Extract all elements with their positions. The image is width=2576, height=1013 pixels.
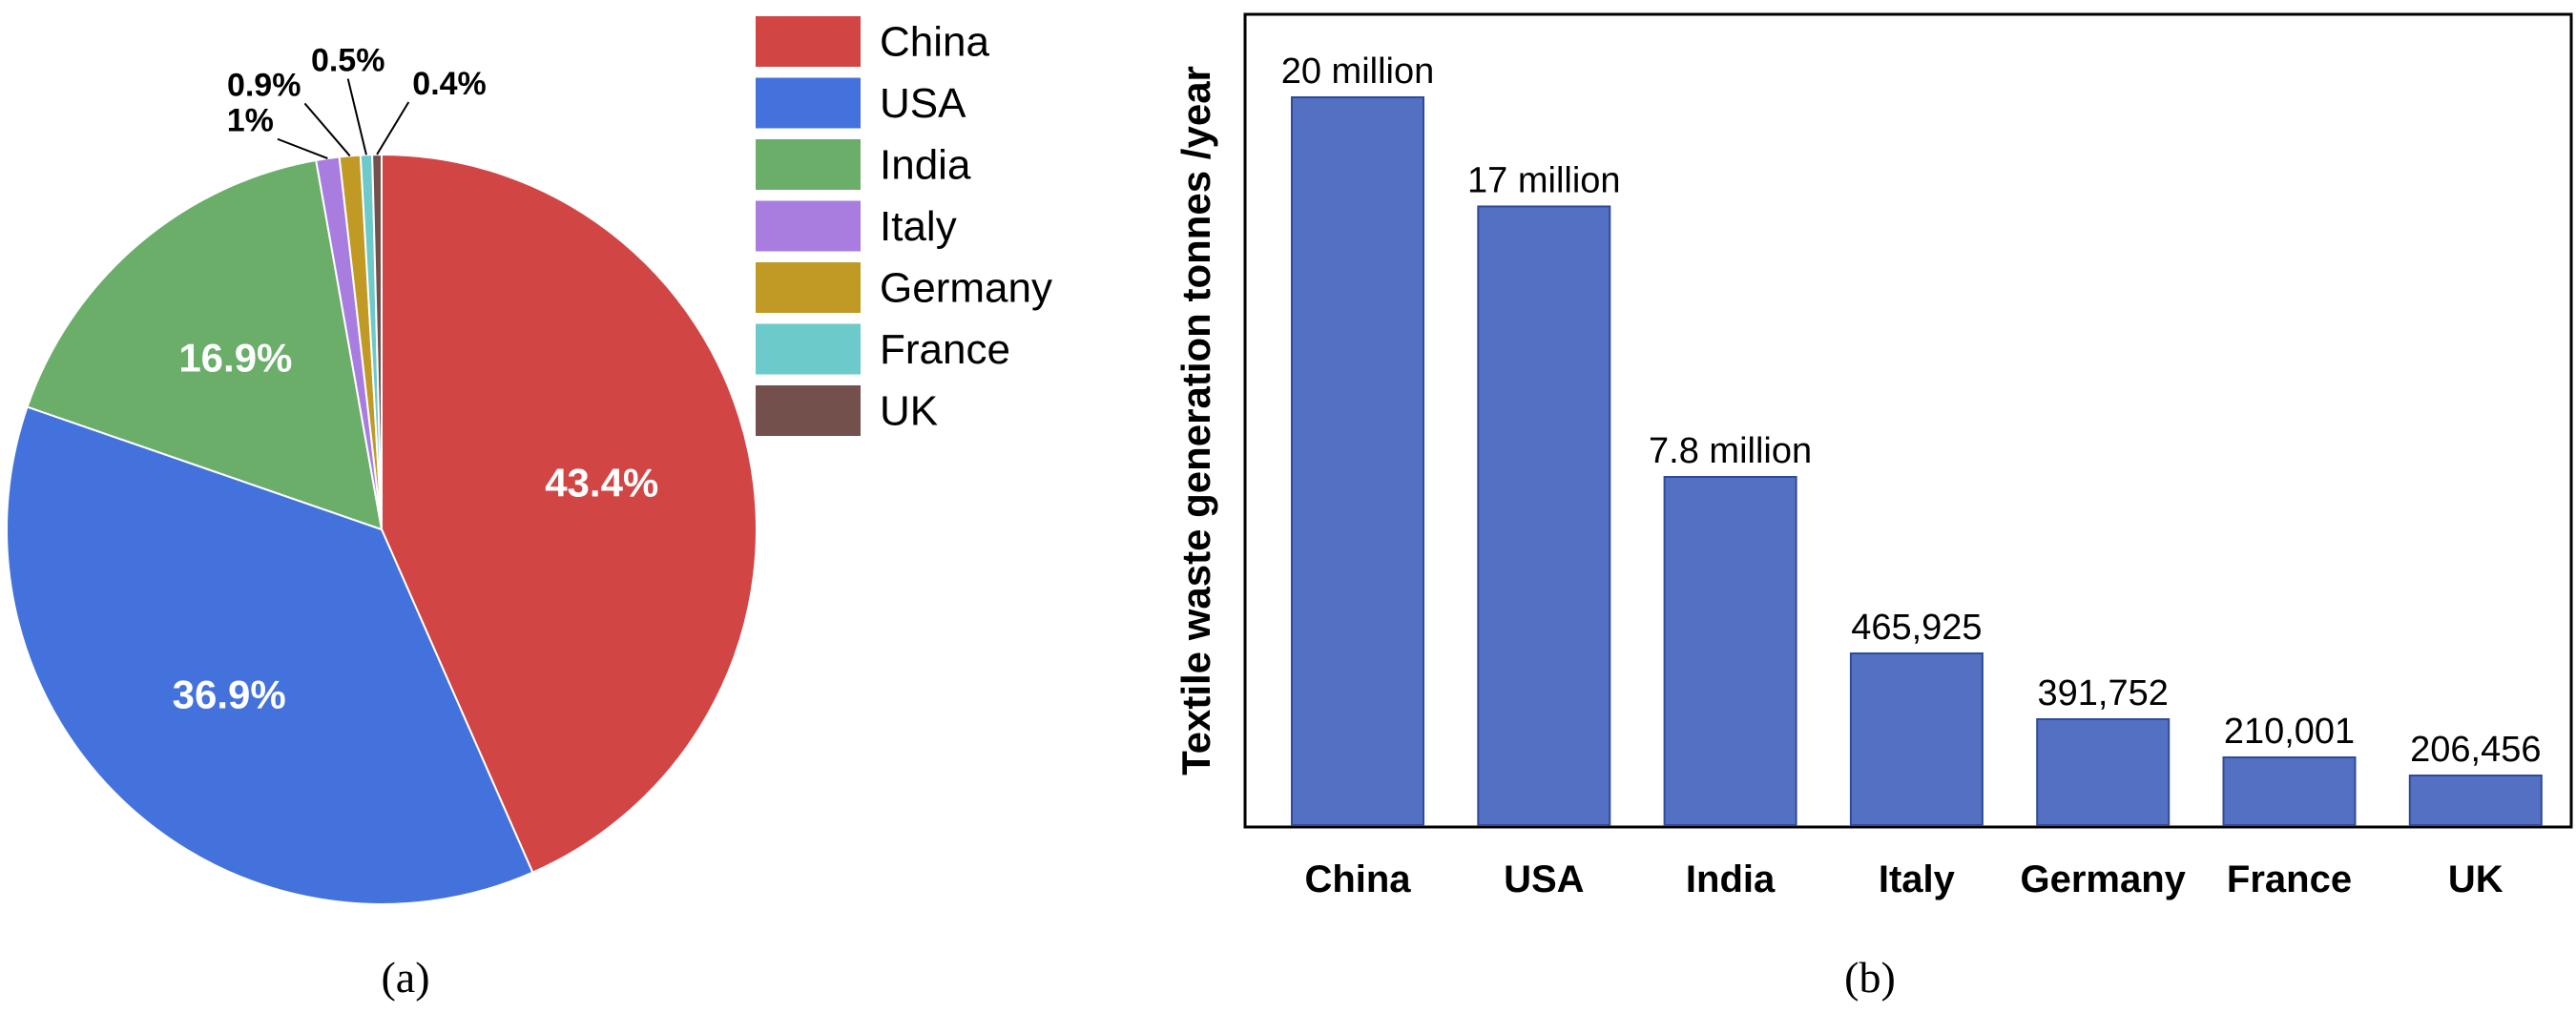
pie-slice-india — [26, 158, 384, 531]
bar-category-label-usa: USA — [1504, 858, 1584, 900]
pie-label-germany: 0.9% — [227, 67, 301, 103]
bar-value-label-china: 20 million — [1281, 52, 1435, 92]
bar-value-label-usa: 17 million — [1467, 160, 1621, 200]
legend-label-germany: Germany — [880, 265, 1052, 312]
pie-slice-china — [381, 153, 758, 875]
pie-chart: 43.4% 36.9% 16.9% 1%0.9% 0.5% 0.4% — [6, 43, 758, 905]
legend-label-uk: UK — [880, 388, 938, 435]
pie-leader-italy — [277, 137, 328, 160]
pie-leader-germany — [303, 102, 351, 157]
legend-swatch-france — [756, 323, 861, 375]
bar-category-label-china: China — [1304, 858, 1411, 900]
bar-uk — [2408, 775, 2543, 826]
bar-category-label-india: India — [1686, 858, 1776, 900]
pie-label-china: 43.4% — [545, 460, 658, 505]
legend-label-france: France — [880, 326, 1010, 373]
panel-label-a: (a) — [381, 953, 429, 1002]
bar-germany — [2036, 718, 2171, 826]
pie-label-india: 16.9% — [178, 336, 292, 381]
legend-label-china: China — [880, 19, 989, 66]
legend-label-italy: Italy — [880, 203, 957, 250]
pie-legend: China USA India Italy Germany France UK — [756, 16, 1052, 436]
bar-india — [1663, 476, 1797, 826]
legend-label-usa: USA — [880, 80, 966, 127]
pie-slice-usa — [6, 405, 534, 905]
pie-label-usa: 36.9% — [173, 672, 286, 716]
legend-swatch-usa — [756, 77, 861, 129]
bar-value-label-india: 7.8 million — [1649, 431, 1812, 471]
bar-china — [1291, 96, 1424, 826]
bar-plot-frame — [1243, 12, 2573, 829]
bar-y-axis-label: Textile waste generation tonnes /year — [1174, 66, 1218, 775]
legend-swatch-india — [756, 139, 861, 190]
bar-france — [2222, 756, 2357, 826]
pie-leader-france — [346, 78, 367, 155]
bar-value-label-italy: 465,925 — [1851, 608, 1982, 648]
bar-italy — [1849, 652, 1984, 826]
bar-category-label-germany: Germany — [2020, 858, 2186, 900]
panel-label-b: (b) — [1844, 953, 1896, 1002]
bar-chart: Textile waste generation tonnes /year 20… — [1174, 12, 2573, 900]
legend-swatch-uk — [756, 385, 861, 436]
pie-label-italy: 1% — [227, 103, 274, 139]
pie-label-uk: 0.4% — [412, 66, 487, 102]
pie-label-france: 0.5% — [311, 43, 385, 79]
legend-swatch-china — [756, 16, 861, 67]
legend-swatch-germany — [756, 262, 861, 313]
bar-category-label-italy: Italy — [1879, 858, 1956, 900]
pie-leader-uk — [376, 101, 410, 155]
bar-category-label-uk: UK — [2448, 858, 2503, 900]
bar-value-label-germany: 391,752 — [2038, 673, 2169, 713]
bar-value-label-uk: 206,456 — [2410, 730, 2541, 770]
legend-swatch-italy — [756, 200, 861, 252]
bar-category-label-france: France — [2227, 858, 2352, 900]
legend-label-india: India — [880, 142, 971, 189]
bar-value-label-france: 210,001 — [2224, 712, 2355, 752]
bar-usa — [1477, 205, 1611, 826]
